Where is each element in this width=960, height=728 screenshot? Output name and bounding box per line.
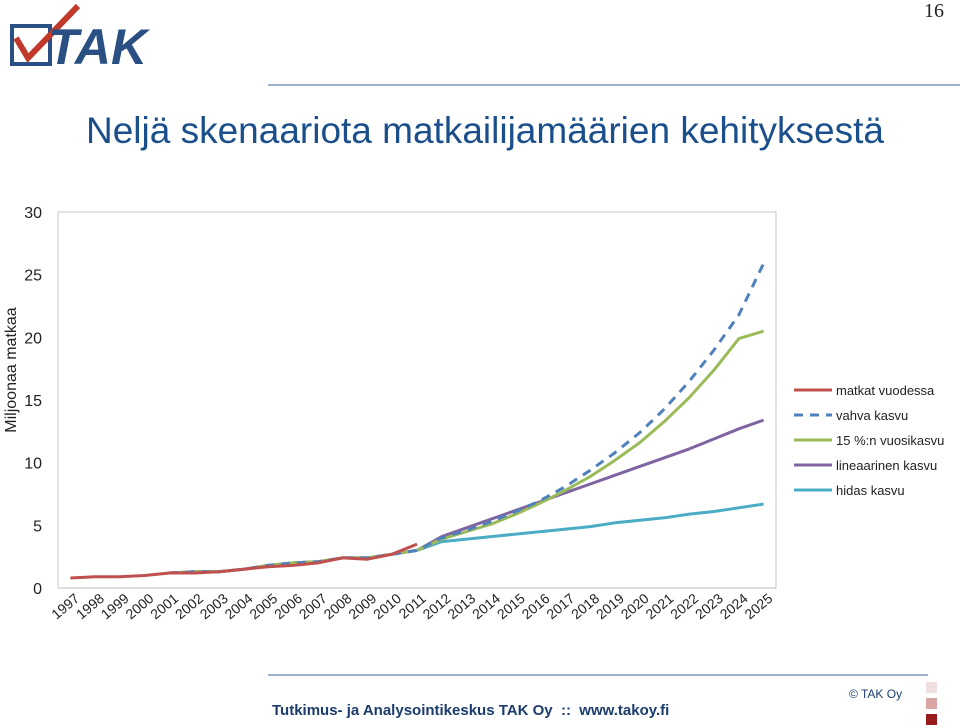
series-line-0	[70, 542, 418, 580]
header-divider	[268, 84, 960, 86]
y-tick-label: 10	[24, 456, 42, 473]
copyright-text: © TAK Oy	[849, 687, 903, 701]
page-number: 16	[924, 0, 944, 22]
y-tick-label: 20	[24, 330, 42, 347]
footer-square-light	[926, 682, 937, 693]
x-tick-label: 2025	[741, 590, 775, 622]
footer-square-dark	[926, 714, 937, 725]
legend-label-2: 15 %:n vuosikasvu	[836, 433, 944, 448]
legend-label-0: matkat vuodessa	[836, 383, 935, 398]
logo-text: TAK	[48, 19, 151, 68]
page-title: Neljä skenaariota matkailijamäärien kehi…	[86, 110, 884, 151]
y-tick-label: 30	[24, 205, 42, 222]
y-tick-label: 0	[33, 581, 42, 598]
series-line-4	[169, 502, 764, 575]
logo-checkbox	[10, 24, 52, 66]
tak-logo: TAK	[10, 3, 151, 68]
y-axis-title: Miljoonaa matkaa	[3, 307, 20, 433]
legend-label-3: lineaarinen kasvu	[836, 458, 937, 473]
y-tick-label: 15	[24, 393, 42, 410]
footer-text: Tutkimus- ja Analysointikeskus TAK Oy ::…	[272, 702, 670, 719]
y-tick-label: 5	[33, 518, 42, 535]
logo-checkmark	[13, 3, 81, 63]
footer-divider	[268, 674, 928, 676]
legend-label-4: hidas kasvu	[836, 483, 905, 498]
series-line-2	[169, 329, 765, 575]
footer-square-medium	[926, 698, 937, 709]
series-line-3	[169, 418, 765, 575]
y-tick-label: 25	[24, 268, 42, 285]
legend-label-1: vahva kasvu	[836, 408, 908, 423]
